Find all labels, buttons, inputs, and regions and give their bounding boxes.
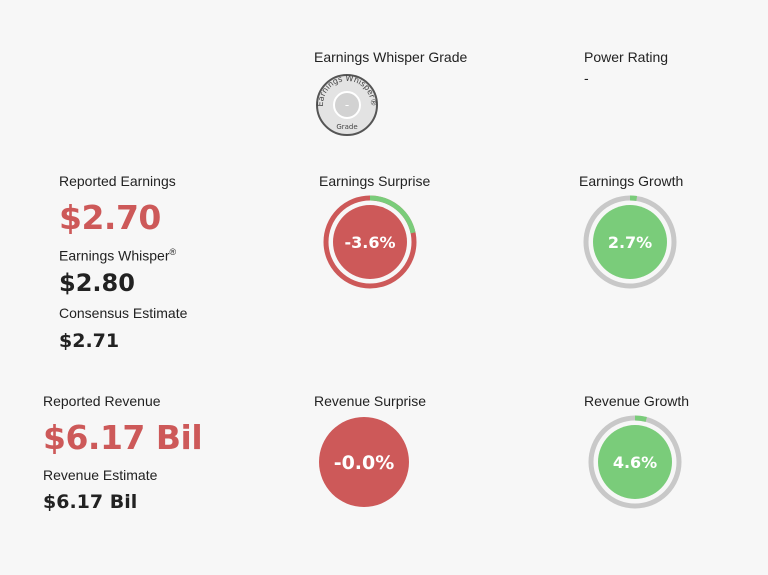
revenue-growth-gauge: 4.6% [588,415,682,509]
consensus-estimate-value: $2.71 [59,330,120,352]
reported-earnings-label: Reported Earnings [59,173,176,189]
revenue-growth-title: Revenue Growth [584,393,690,409]
earnings-surprise-value: -3.6% [344,233,395,252]
revenue-growth-value: 4.6% [613,453,657,472]
revenue-surprise-title: Revenue Surprise [314,393,427,409]
power-rating-title: Power Rating [584,49,669,65]
earnings-surprise-arc [323,195,417,289]
revenue-estimate-label: Revenue Estimate [43,467,158,483]
power-rating-value: - [584,70,589,86]
earnings-growth-title: Earnings Growth [579,173,684,189]
revenue-surprise-gauge: -0.0% [319,417,409,507]
revenue-surprise-value: -0.0% [334,452,395,474]
consensus-estimate-label: Consensus Estimate [59,305,188,321]
grade-value: - [345,98,349,112]
grade-badge-icon: Earnings Whisper ® Grade - [316,74,378,136]
earnings-surprise-title: Earnings Surprise [319,173,431,189]
reported-earnings-value: $2.70 [59,198,161,237]
earnings-whisper-value: $2.80 [59,269,135,297]
earnings-growth-value: 2.7% [608,233,652,252]
earnings-growth-gauge: 2.7% [583,195,677,289]
reported-revenue-value: $6.17 Bil [43,418,203,457]
grade-badge-bottom-text: Grade [336,123,357,131]
earnings-surprise-gauge: -3.6% [323,195,417,289]
grade-title: Earnings Whisper Grade [314,49,468,65]
earnings-growth-arc [583,195,677,289]
revenue-growth-arc [588,415,682,509]
revenue-estimate-value: $6.17 Bil [43,491,138,513]
earnings-whisper-label: Earnings Whisper® [59,247,177,264]
reported-revenue-label: Reported Revenue [43,393,161,409]
